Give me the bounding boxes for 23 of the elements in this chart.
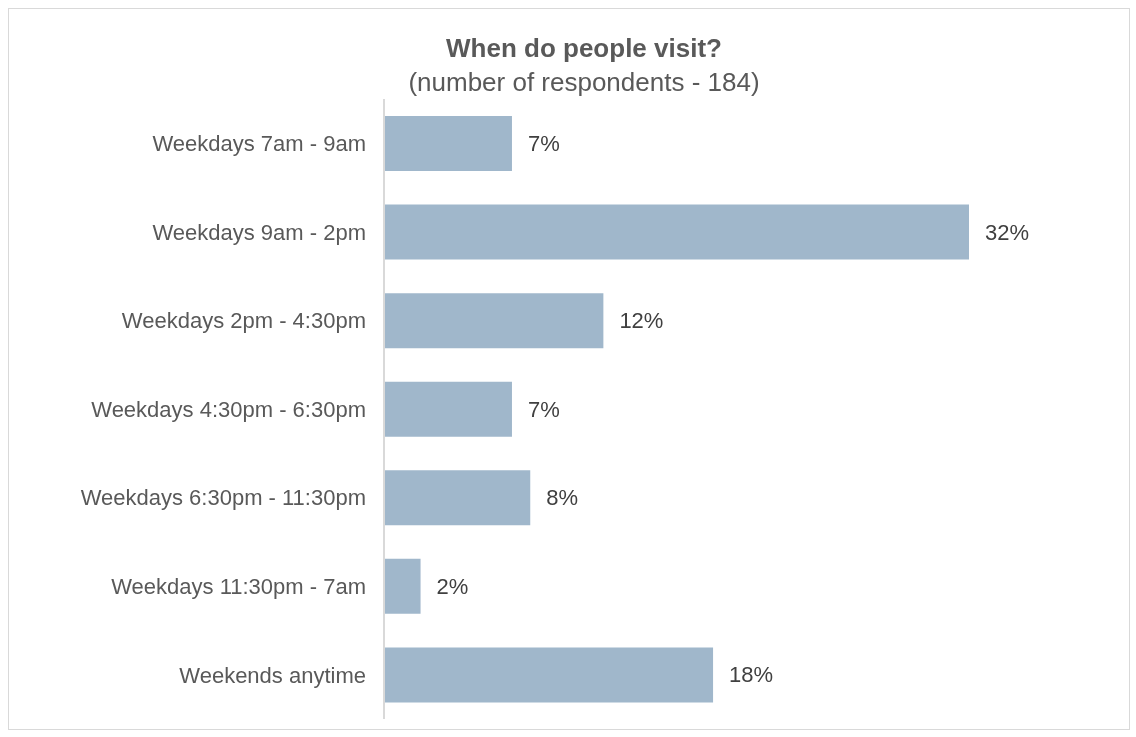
bar xyxy=(384,204,969,260)
data-label: 8% xyxy=(546,485,579,511)
data-label: 12% xyxy=(619,308,664,334)
y-tick-label: Weekdays 9am - 2pm xyxy=(152,219,366,245)
data-label: 2% xyxy=(436,573,469,599)
data-label: 32% xyxy=(985,219,1030,245)
bar xyxy=(384,647,714,703)
y-tick-label: Weekdays 7am - 9am xyxy=(152,131,366,157)
y-tick-label: Weekdays 11:30pm - 7am xyxy=(111,573,366,599)
y-tick-label: Weekdays 2pm - 4:30pm xyxy=(121,308,366,334)
data-label: 7% xyxy=(527,396,560,422)
bar xyxy=(384,470,531,526)
bar xyxy=(384,558,421,614)
bar xyxy=(384,293,604,349)
chart-title: When do people visit? xyxy=(445,32,723,65)
bar xyxy=(384,116,512,171)
y-tick-label: Weekdays 6:30pm - 11:30pm xyxy=(80,485,366,511)
y-tick-label: Weekdays 4:30pm - 6:30pm xyxy=(91,396,366,422)
y-tick-label: Weekends anytime xyxy=(179,662,366,688)
data-label: 18% xyxy=(729,662,774,688)
chart-subtitle: (number of respondents - 184) xyxy=(407,66,761,99)
bar xyxy=(384,381,512,437)
data-label: 7% xyxy=(527,131,560,156)
